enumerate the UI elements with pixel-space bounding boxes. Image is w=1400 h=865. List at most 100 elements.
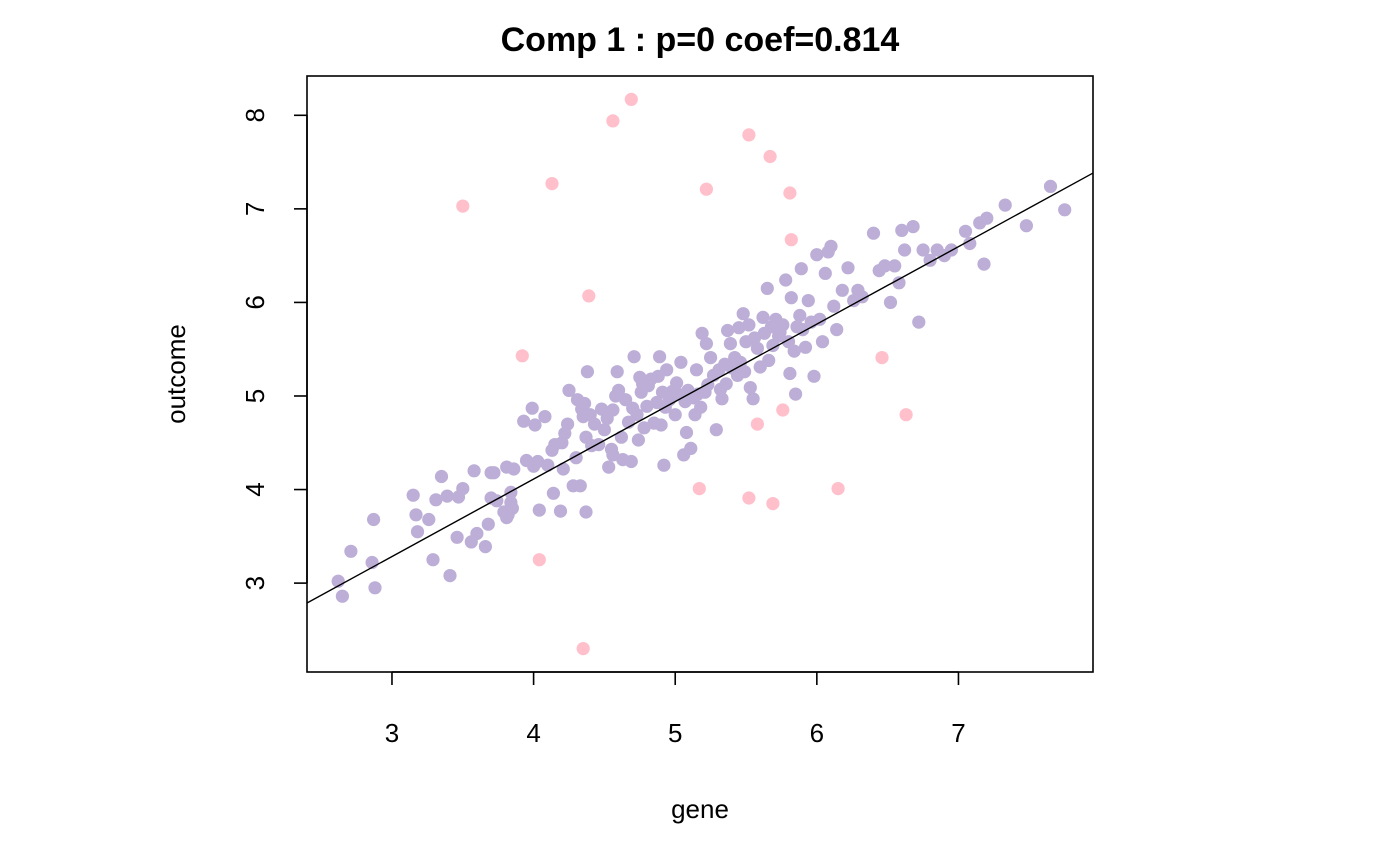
data-point-s0-148 <box>760 281 774 295</box>
data-point-s1-15 <box>776 403 790 417</box>
data-point-s0-160 <box>787 344 801 358</box>
y-tick-label: 3 <box>240 576 270 590</box>
data-point-s0-161 <box>789 387 803 401</box>
data-point-s0-166 <box>798 340 813 354</box>
data-point-s0-130 <box>721 323 735 338</box>
data-point-s0-9 <box>422 512 436 527</box>
y-axis-title: outcome <box>161 324 191 424</box>
data-point-s0-163 <box>793 308 807 323</box>
data-point-s0-172 <box>815 335 830 349</box>
data-point-s1-4 <box>576 642 590 656</box>
data-point-s0-72 <box>606 403 620 417</box>
data-point-s0-187 <box>888 259 902 273</box>
data-point-s0-178 <box>835 283 849 297</box>
data-point-s0-77 <box>614 430 629 444</box>
data-point-s0-76 <box>612 383 626 397</box>
data-point-s1-6 <box>606 114 620 128</box>
data-point-s0-5 <box>368 581 382 595</box>
data-point-s1-5 <box>582 289 596 303</box>
data-point-s0-99 <box>657 458 671 472</box>
data-point-s0-170 <box>810 248 824 262</box>
data-point-s1-19 <box>875 351 889 365</box>
data-point-s0-167 <box>801 294 815 308</box>
y-tick-label: 4 <box>240 482 270 496</box>
data-point-s0-191 <box>906 220 920 234</box>
data-point-s0-138 <box>738 365 752 379</box>
data-point-s0-2 <box>344 544 358 558</box>
data-point-s0-190 <box>898 243 912 257</box>
data-point-s0-15 <box>450 530 464 544</box>
data-point-s0-97 <box>654 418 668 432</box>
data-point-s0-192 <box>912 315 926 329</box>
data-point-s0-40 <box>531 454 545 469</box>
data-point-s0-90 <box>640 399 654 413</box>
data-point-s0-1 <box>335 589 349 603</box>
data-point-s0-171 <box>813 312 827 326</box>
data-point-s0-33 <box>505 501 519 515</box>
data-point-s0-112 <box>684 441 698 455</box>
data-point-s0-59 <box>578 396 592 411</box>
data-point-s0-146 <box>756 310 770 324</box>
data-point-s0-22 <box>481 517 495 531</box>
data-point-s0-110 <box>679 425 694 440</box>
data-point-s1-11 <box>742 491 756 505</box>
data-point-s0-56 <box>573 479 587 493</box>
data-point-s0-156 <box>779 273 793 287</box>
data-point-s0-83 <box>627 350 641 364</box>
data-point-s0-4 <box>367 512 381 527</box>
data-point-s0-206 <box>1058 203 1072 217</box>
data-point-s0-140 <box>742 318 756 332</box>
data-point-s0-101 <box>660 363 674 377</box>
data-point-s0-115 <box>689 363 704 377</box>
data-point-s0-118 <box>695 326 709 340</box>
data-point-s0-19 <box>467 464 481 478</box>
data-point-s0-6 <box>406 488 420 502</box>
data-point-s0-141 <box>743 381 757 395</box>
data-point-s0-176 <box>827 299 841 313</box>
data-point-s0-193 <box>916 243 930 257</box>
data-point-s0-204 <box>1019 219 1033 233</box>
data-point-s0-120 <box>699 337 714 351</box>
data-point-s0-182 <box>855 290 869 304</box>
data-point-s1-16 <box>783 186 797 200</box>
data-point-s0-37 <box>525 401 539 415</box>
data-point-s0-45 <box>546 486 561 500</box>
data-point-s0-137 <box>736 307 750 321</box>
x-tick-label: 7 <box>951 718 965 748</box>
data-point-s0-159 <box>784 291 798 305</box>
data-point-s0-84 <box>630 408 644 422</box>
data-point-s0-124 <box>709 423 723 437</box>
data-point-s1-14 <box>766 497 780 511</box>
data-point-s1-1 <box>515 349 529 363</box>
data-point-s0-66 <box>592 438 606 452</box>
regression-line <box>306 172 1094 604</box>
data-point-s1-8 <box>692 482 706 496</box>
data-point-s1-9 <box>699 182 714 196</box>
data-point-s0-199 <box>963 236 977 251</box>
data-point-s0-61 <box>579 505 593 519</box>
data-point-s0-49 <box>556 462 570 476</box>
x-tick-label: 5 <box>668 718 682 748</box>
points-layer <box>331 92 1072 656</box>
data-point-s0-42 <box>538 410 552 424</box>
data-point-s0-12 <box>434 469 449 484</box>
data-point-s0-202 <box>980 211 994 225</box>
data-point-s0-164 <box>794 262 808 276</box>
data-point-s0-8 <box>410 525 425 539</box>
y-axis: 3 4 5 6 7 8 <box>240 108 308 590</box>
data-point-s0-7 <box>409 508 423 522</box>
data-point-s0-11 <box>429 493 443 507</box>
data-point-s1-20 <box>899 408 913 422</box>
data-point-s0-143 <box>747 331 762 345</box>
data-point-s0-39 <box>528 418 542 432</box>
data-point-s0-189 <box>895 223 909 237</box>
data-point-s0-10 <box>426 553 440 567</box>
data-point-s0-205 <box>1043 179 1058 193</box>
data-point-s0-185 <box>878 259 892 273</box>
data-point-s0-183 <box>866 226 881 240</box>
data-point-s0-186 <box>883 295 898 309</box>
data-point-s0-142 <box>746 392 760 406</box>
data-point-s0-169 <box>807 369 821 383</box>
y-tick-label: 7 <box>240 202 270 216</box>
